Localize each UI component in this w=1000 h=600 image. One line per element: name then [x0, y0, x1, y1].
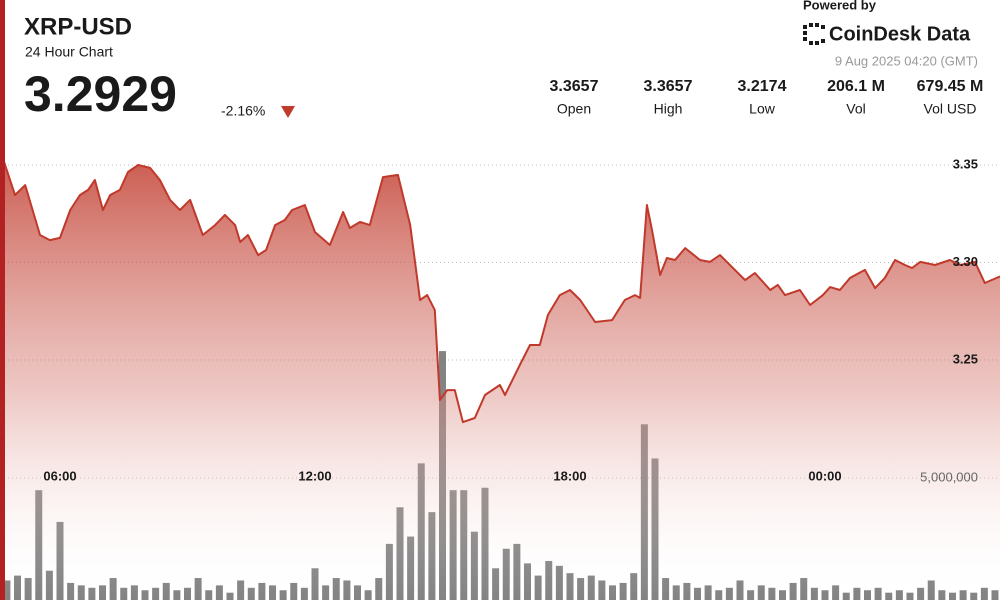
x-tick-label: 06:00	[43, 468, 76, 483]
price-change: -2.16%	[221, 103, 265, 119]
stat-value: 679.45 M	[917, 78, 984, 95]
brand-name: CoinDesk Data	[829, 23, 971, 45]
volume-tick-label: 5,000,000	[920, 469, 978, 484]
stat-label: Low	[749, 101, 776, 117]
stat-value: 3.2174	[738, 78, 787, 95]
x-tick-label: 00:00	[808, 468, 841, 483]
powered-by: Powered by	[803, 0, 877, 12]
stat-value: 206.1 M	[827, 78, 885, 95]
stat-value: 3.3657	[644, 78, 693, 95]
price-series	[0, 149, 1000, 600]
y-tick-label: 3.25	[953, 351, 978, 366]
current-price: 3.2929	[24, 66, 177, 122]
price-line	[0, 149, 1000, 424]
brand-logo	[803, 23, 825, 45]
y-tick-label: 3.35	[953, 156, 978, 171]
stat-value: 3.3657	[550, 78, 599, 95]
stat-label: Vol	[846, 101, 865, 117]
down-arrow	[281, 106, 295, 118]
stat-label: High	[654, 101, 683, 117]
stat-label: Open	[557, 101, 591, 117]
chart-subtitle: 24 Hour Chart	[25, 44, 113, 60]
x-tick-label: 18:00	[553, 468, 586, 483]
axis-labels: 3.25 3.30 3.35 06:00 12:00 18:00 00:00 5,000,00…	[43, 156, 978, 484]
stat-label: Vol USD	[924, 101, 977, 117]
price-area	[0, 149, 1000, 600]
ticker-title: XRP-USD	[24, 13, 132, 40]
y-tick-label: 3.30	[953, 254, 978, 269]
timestamp: 9 Aug 2025 04:20 (GMT)	[835, 53, 978, 68]
x-tick-label: 12:00	[298, 468, 331, 483]
accent-bar	[0, 0, 5, 600]
